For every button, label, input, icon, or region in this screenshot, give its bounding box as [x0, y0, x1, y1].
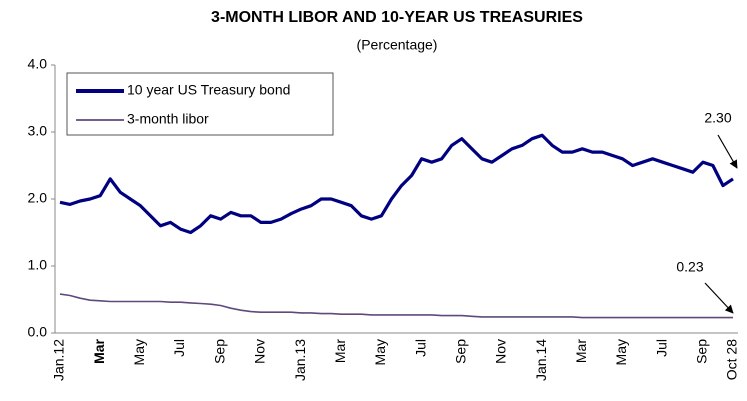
y-tick-label: 1.0	[28, 257, 48, 273]
annotation: 2.30	[704, 110, 731, 126]
annotation-arrow	[704, 282, 734, 314]
x-tick-label: May	[131, 339, 147, 365]
x-tick-label: Jan.13	[292, 339, 308, 381]
x-tick-label: Mar	[573, 339, 589, 363]
legend-box	[66, 72, 334, 136]
y-tick-label: 0.0	[28, 324, 48, 340]
x-tick-label: Jul	[171, 339, 187, 357]
x-tick-label: Jul	[653, 339, 669, 357]
legend-label: 3-month libor	[127, 111, 209, 127]
x-tick-label: Nov	[493, 339, 509, 364]
line	[59, 293, 733, 319]
x-tick-label: Mar	[332, 339, 348, 363]
chart-title: 3-MONTH LIBOR AND 10-YEAR US TREASURIES	[211, 9, 583, 26]
annotation: 0.23	[676, 259, 703, 275]
x-tick-label: Mar	[91, 338, 107, 363]
y-tick-label: 3.0	[28, 123, 48, 139]
legend-label: 10 year US Treasury bond	[127, 82, 290, 98]
line	[59, 133, 734, 235]
x-tick-label: May	[613, 339, 629, 365]
x-tick-label: Sep	[452, 339, 468, 364]
x-tick-label: May	[372, 339, 388, 365]
x-tick-label: Sep	[694, 339, 710, 364]
annotation-arrow	[717, 134, 738, 169]
chart-subtitle: (Percentage)	[357, 37, 438, 53]
x-tick-label: Oct 28	[724, 339, 740, 380]
x-tick-label: Nov	[252, 339, 268, 364]
x-tick-label: Jul	[412, 339, 428, 357]
x-tick-label: Jan.12	[51, 339, 67, 381]
x-tick-label: Jan.14	[533, 339, 549, 381]
y-tick-label: 4.0	[28, 56, 48, 72]
x-tick-label: Sep	[211, 339, 227, 364]
y-tick-label: 2.0	[28, 190, 48, 206]
